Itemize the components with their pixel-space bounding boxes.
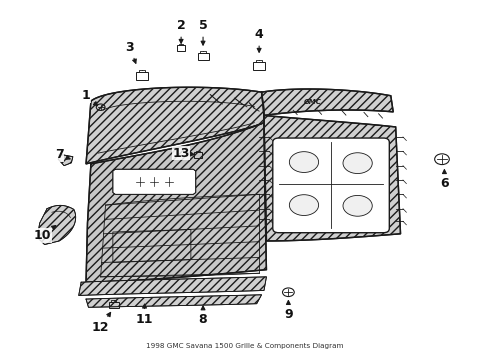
- Bar: [108, 302, 119, 308]
- Polygon shape: [261, 89, 392, 116]
- Bar: [177, 45, 185, 51]
- Polygon shape: [113, 169, 195, 194]
- Text: 6: 6: [439, 170, 448, 190]
- Bar: [197, 53, 208, 60]
- Text: 13: 13: [172, 147, 194, 159]
- Text: 1998 GMC Savana 1500 Grille & Components Diagram: 1998 GMC Savana 1500 Grille & Components…: [145, 343, 343, 349]
- FancyBboxPatch shape: [272, 138, 388, 233]
- Text: 9: 9: [284, 301, 292, 321]
- Text: 8: 8: [198, 306, 207, 327]
- Text: 10: 10: [33, 226, 56, 242]
- Text: 3: 3: [125, 41, 136, 63]
- Text: 2: 2: [176, 19, 185, 43]
- Bar: [193, 152, 202, 158]
- Text: 5: 5: [198, 19, 207, 45]
- Bar: [253, 62, 264, 70]
- Text: 12: 12: [92, 312, 110, 333]
- Bar: [136, 72, 148, 80]
- Ellipse shape: [289, 152, 318, 172]
- Polygon shape: [86, 123, 266, 282]
- Text: 4: 4: [254, 28, 263, 52]
- Polygon shape: [37, 205, 76, 244]
- Polygon shape: [86, 295, 261, 307]
- Polygon shape: [58, 154, 73, 166]
- Ellipse shape: [342, 153, 371, 174]
- Text: GMC: GMC: [303, 99, 321, 105]
- Ellipse shape: [289, 195, 318, 216]
- Text: 11: 11: [136, 304, 153, 327]
- Polygon shape: [79, 277, 266, 296]
- Ellipse shape: [342, 195, 371, 216]
- Polygon shape: [264, 116, 400, 241]
- Polygon shape: [86, 87, 264, 164]
- Text: 1: 1: [81, 89, 98, 106]
- Text: 7: 7: [55, 148, 70, 161]
